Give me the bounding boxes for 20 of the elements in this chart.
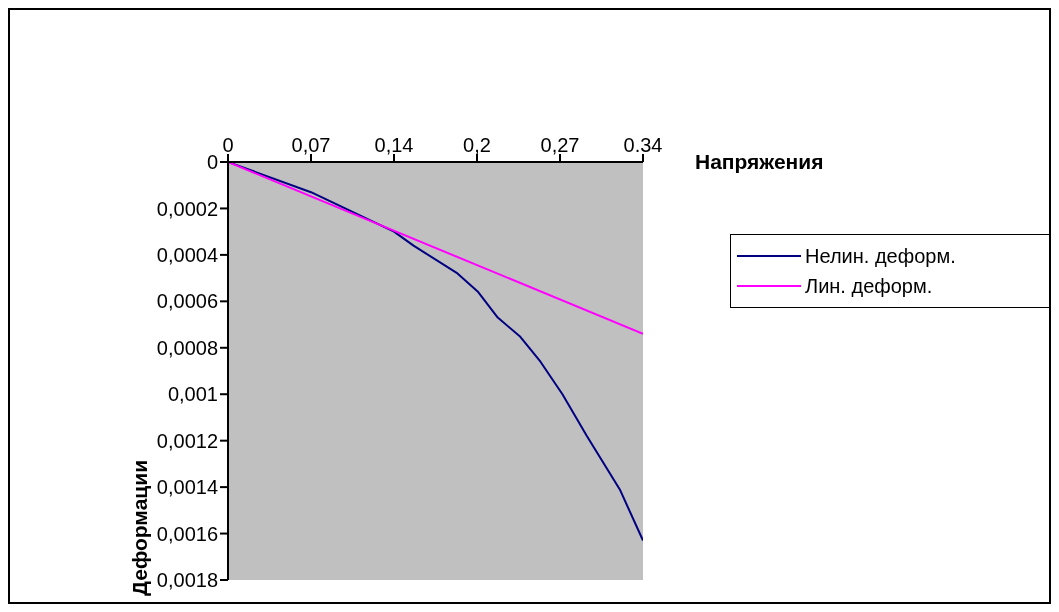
x-tick-label: 0,14 [374,134,414,156]
y-tick-label: 0,0018 [156,569,218,592]
y-tick-label: 0 [206,151,218,174]
y-tick-label: 0,001 [167,383,218,406]
y-axis-title: Деформации [128,459,152,596]
legend-label: Лин. деформ. [805,274,933,298]
x-tick-label: 0,07 [291,134,331,156]
y-tick-label: 0,0002 [156,197,218,220]
x-tick-label: 0 [222,134,234,156]
y-tick-label: 0,0014 [156,476,218,499]
x-tick-label: 0,27 [540,134,580,156]
y-tick-label: 0,0016 [156,522,218,545]
legend-label: Нелин. деформ. [805,244,956,268]
y-tick-label: 0,0008 [156,336,218,359]
x-tick-label: 0,2 [463,134,491,156]
y-tick-label: 0,0006 [156,290,218,313]
y-tick-label: 0,0012 [156,429,218,452]
x-axis-title: Напряжения [695,150,824,174]
y-tick-label: 0,0004 [156,243,218,266]
x-tick-label: 0.34 [623,134,663,156]
